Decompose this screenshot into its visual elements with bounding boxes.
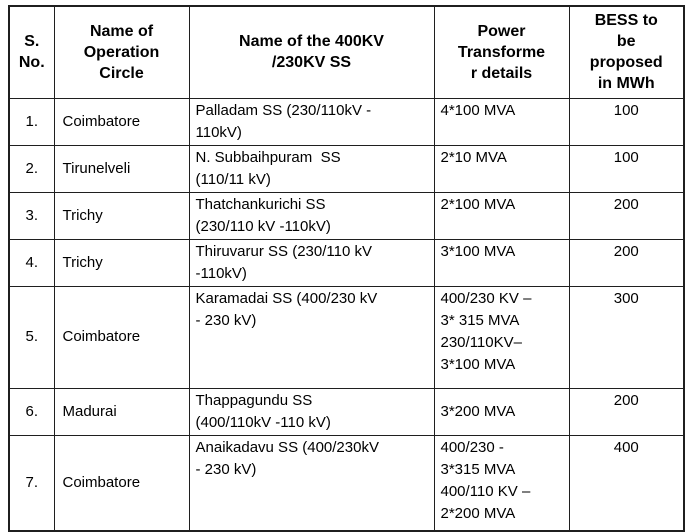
cell-transformer-details: 2*100 MVA [433,191,570,240]
transformer-details-value: 2*100 MVA [440,195,516,213]
operation-circle-value: Coimbatore [62,328,141,345]
cell-operation-circle: Coimbatore [53,434,190,532]
operation-circle-value: Coimbatore [62,112,141,130]
cell-bess-mwh: 200 [568,191,685,240]
bess-mwh-value: 200 [613,391,639,409]
table-row: 7. Coimbatore Anaikadavu SS (400/230kV -… [8,434,685,532]
cell-ss-name: Thiruvarur SS (230/110 kV -110kV) [188,238,435,287]
header-operation-circle: Name of Operation Circle [53,5,190,99]
transformer-details-value: 2*10 MVA [440,148,507,166]
header-sno-label: S. No. [18,33,45,72]
bess-mwh-value: 100 [613,101,639,119]
cell-operation-circle: Trichy [53,238,190,287]
cell-sno: 4. [8,238,55,287]
cell-transformer-details: 4*100 MVA [433,97,570,146]
transformer-details-value: 400/230 KV – 3* 315 MVA 230/110KV– 3*100… [440,289,532,373]
header-transformer-details-label: Power Transforme r details [457,22,546,82]
transformer-details-value: 3*200 MVA [440,402,516,420]
ss-name-value: Thiruvarur SS (230/110 kV -110kV) [195,242,372,282]
cell-ss-name: Anaikadavu SS (400/230kV - 230 kV) [188,434,435,532]
table-row: 5. Coimbatore Karamadai SS (400/230 kV -… [8,285,685,389]
cell-operation-circle: Trichy [53,191,190,240]
bess-proposal-table: S. No. Name of Operation Circle Name of … [8,5,685,532]
ss-name-value: Thatchankurichi SS (230/110 kV -110kV) [195,195,331,235]
bess-mwh-value: 300 [613,289,639,307]
sno-value: 2. [25,159,38,177]
cell-ss-name: Palladam SS (230/110kV - 110kV) [188,97,435,146]
operation-circle-value: Trichy [62,206,103,224]
header-bess-mwh-label: BESS to be proposed in MWh [589,12,663,93]
transformer-details-value: 400/230 - 3*315 MVA 400/110 KV – 2*200 M… [440,438,531,522]
cell-bess-mwh: 100 [568,144,685,193]
sno-value: 7. [25,473,38,491]
cell-sno: 1. [8,97,55,146]
cell-sno: 7. [8,434,55,532]
cell-transformer-details: 3*100 MVA [433,238,570,287]
cell-operation-circle: Tirunelveli [53,144,190,193]
table-row: 4. Trichy Thiruvarur SS (230/110 kV -110… [8,238,685,287]
cell-sno: 3. [8,191,55,240]
cell-transformer-details: 400/230 KV – 3* 315 MVA 230/110KV– 3*100… [433,285,570,389]
cell-bess-mwh: 400 [568,434,685,532]
ss-name-value: N. Subbaihpuram SS (110/11 kV) [195,148,341,188]
table-row: 1. Coimbatore Palladam SS (230/110kV - 1… [8,97,685,146]
cell-bess-mwh: 300 [568,285,685,389]
transformer-details-value: 3*100 MVA [440,242,516,260]
cell-operation-circle: Coimbatore [53,285,190,389]
sno-value: 3. [25,206,38,224]
cell-transformer-details: 3*200 MVA [433,387,570,436]
sno-value: 4. [25,253,38,271]
header-ss-name-label: Name of the 400KV /230KV SS [239,33,384,72]
bess-mwh-value: 400 [613,438,639,456]
cell-bess-mwh: 200 [568,238,685,287]
cell-sno: 6. [8,387,55,436]
sno-value: 1. [25,112,38,130]
cell-bess-mwh: 200 [568,387,685,436]
sno-value: 5. [25,328,38,345]
header-operation-circle-label: Name of Operation Circle [83,22,160,82]
ss-name-value: Karamadai SS (400/230 kV - 230 kV) [195,289,378,329]
ss-name-value: Thappagundu SS (400/110kV -110 kV) [195,391,331,431]
table-row: 3. Trichy Thatchankurichi SS (230/110 kV… [8,191,685,240]
header-transformer-details: Power Transforme r details [433,5,570,99]
bess-mwh-value: 200 [613,195,639,213]
cell-ss-name: Karamadai SS (400/230 kV - 230 kV) [188,285,435,389]
cell-sno: 5. [8,285,55,389]
cell-ss-name: Thatchankurichi SS (230/110 kV -110kV) [188,191,435,240]
header-bess-mwh: BESS to be proposed in MWh [568,5,685,99]
table-row: 2. Tirunelveli N. Subbaihpuram SS (110/1… [8,144,685,193]
operation-circle-value: Coimbatore [62,473,141,491]
table-row: 6. Madurai Thappagundu SS (400/110kV -11… [8,387,685,436]
cell-operation-circle: Coimbatore [53,97,190,146]
operation-circle-value: Trichy [62,253,103,271]
bess-mwh-value: 200 [613,242,639,260]
ss-name-value: Anaikadavu SS (400/230kV - 230 kV) [195,438,379,478]
cell-ss-name: Thappagundu SS (400/110kV -110 kV) [188,387,435,436]
cell-operation-circle: Madurai [53,387,190,436]
transformer-details-value: 4*100 MVA [440,101,516,119]
cell-transformer-details: 2*10 MVA [433,144,570,193]
header-ss-name: Name of the 400KV /230KV SS [188,5,435,99]
sno-value: 6. [25,402,38,420]
header-sno: S. No. [8,5,55,99]
cell-sno: 2. [8,144,55,193]
table-header-row: S. No. Name of Operation Circle Name of … [8,5,685,99]
operation-circle-value: Madurai [62,402,117,420]
cell-bess-mwh: 100 [568,97,685,146]
operation-circle-value: Tirunelveli [62,159,131,177]
bess-mwh-value: 100 [613,148,639,166]
ss-name-value: Palladam SS (230/110kV - 110kV) [195,101,372,141]
cell-ss-name: N. Subbaihpuram SS (110/11 kV) [188,144,435,193]
cell-transformer-details: 400/230 - 3*315 MVA 400/110 KV – 2*200 M… [433,434,570,532]
